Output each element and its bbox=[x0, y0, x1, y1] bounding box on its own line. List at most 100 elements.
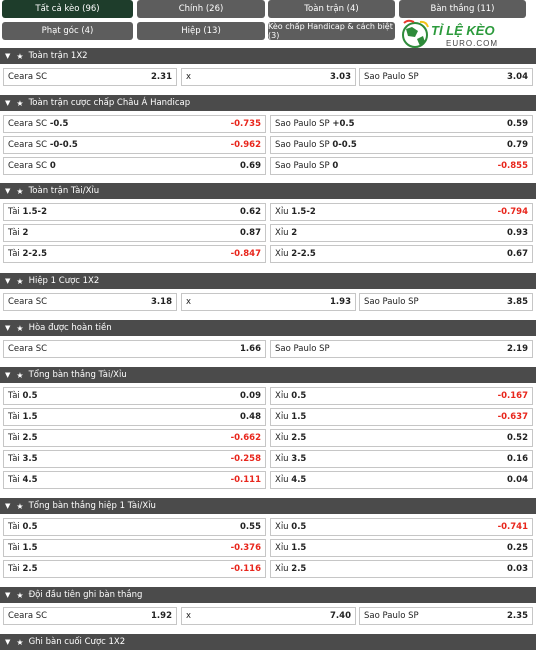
section-header[interactable]: ▼ ★ Toàn trận Tài/Xỉu bbox=[0, 183, 536, 199]
star-icon[interactable]: ★ bbox=[16, 98, 24, 108]
odds-value: 0.16 bbox=[507, 454, 528, 464]
odds-value: 1.66 bbox=[240, 344, 261, 354]
odds-line: 0.5 bbox=[291, 522, 307, 532]
tab-goals[interactable]: Bàn thắng (11) bbox=[399, 0, 526, 18]
odds-line: 2.5 bbox=[22, 564, 38, 574]
odds-cell[interactable]: Xỉu 0.5 -0.167 bbox=[270, 387, 533, 405]
collapse-arrow-icon[interactable]: ▼ bbox=[5, 324, 11, 332]
odds-label: Ceara SC -0.5 bbox=[8, 119, 69, 129]
section-title: Tổng bàn thắng hiệp 1 Tài/Xỉu bbox=[28, 501, 156, 511]
odds-cell[interactable]: Xỉu 1.5 0.25 bbox=[270, 539, 533, 557]
section-header[interactable]: ▼ ★ Toàn trận 1X2 bbox=[0, 48, 536, 64]
section-header[interactable]: ▼ ★ Ghi bàn cuối Cược 1X2 bbox=[0, 634, 536, 650]
section-header[interactable]: ▼ ★ Toàn trận cược chấp Châu Á Handicap bbox=[0, 95, 536, 111]
odds-value: -0.111 bbox=[230, 475, 261, 485]
odds-label: Tài 2 bbox=[8, 228, 29, 238]
odds-cell[interactable]: x 3.03 bbox=[181, 68, 356, 86]
star-icon[interactable]: ★ bbox=[16, 501, 24, 511]
odds-value: 0.67 bbox=[507, 249, 528, 259]
collapse-arrow-icon[interactable]: ▼ bbox=[5, 502, 11, 510]
odds-value: 0.04 bbox=[507, 475, 528, 485]
star-icon[interactable]: ★ bbox=[16, 323, 24, 333]
odds-cell[interactable]: Tài 3.5 -0.258 bbox=[3, 450, 266, 468]
odds-value: -0.637 bbox=[497, 412, 528, 422]
tab-corners[interactable]: Phạt góc (4) bbox=[2, 22, 133, 40]
collapse-arrow-icon[interactable]: ▼ bbox=[5, 371, 11, 379]
odds-line: 1.5-2 bbox=[291, 207, 316, 217]
odds-line: 2 bbox=[291, 228, 298, 238]
star-icon[interactable]: ★ bbox=[16, 51, 24, 61]
odds-cell[interactable]: Tài 2.5 -0.662 bbox=[3, 429, 266, 447]
odds-cell[interactable]: Sao Paulo SP 0-0.5 0.79 bbox=[270, 136, 533, 154]
odds-line: 0 bbox=[49, 161, 56, 171]
odds-cell[interactable]: Sao Paulo SP 2.35 bbox=[359, 607, 533, 625]
odds-cell[interactable]: Tài 2.5 -0.116 bbox=[3, 560, 266, 578]
odds-label: Xỉu 1.5 bbox=[275, 412, 307, 422]
odds-cell[interactable]: Tài 0.5 0.55 bbox=[3, 518, 266, 536]
collapse-arrow-icon[interactable]: ▼ bbox=[5, 99, 11, 107]
odds-cell[interactable]: Ceara SC -0.5 -0.735 bbox=[3, 115, 266, 133]
odds-cell[interactable]: Tài 2 0.87 bbox=[3, 224, 266, 242]
star-icon[interactable]: ★ bbox=[16, 186, 24, 196]
odds-value: 0.62 bbox=[240, 207, 261, 217]
odds-cell[interactable]: Tài 2-2.5 -0.847 bbox=[3, 245, 266, 263]
odds-cell[interactable]: Xỉu 1.5 -0.637 bbox=[270, 408, 533, 426]
collapse-arrow-icon[interactable]: ▼ bbox=[5, 52, 11, 60]
odds-cell[interactable]: Sao Paulo SP 2.19 bbox=[270, 340, 533, 358]
odds-cell[interactable]: Ceara SC 3.18 bbox=[3, 293, 177, 311]
odds-cell[interactable]: Xỉu 2-2.5 0.67 bbox=[270, 245, 533, 263]
odds-line: 0 bbox=[332, 161, 339, 171]
odds-cell[interactable]: Tài 0.5 0.09 bbox=[3, 387, 266, 405]
tab-full-match[interactable]: Toàn trận (4) bbox=[268, 0, 395, 18]
collapse-arrow-icon[interactable]: ▼ bbox=[5, 277, 11, 285]
tab-all-markets[interactable]: Tất cả kèo (96) bbox=[2, 0, 133, 18]
odds-cell[interactable]: Sao Paulo SP 3.85 bbox=[359, 293, 533, 311]
section-title: Hiệp 1 Cược 1X2 bbox=[28, 276, 100, 286]
odds-cell[interactable]: Xỉu 3.5 0.16 bbox=[270, 450, 533, 468]
odds-cell[interactable]: Ceara SC 0 0.69 bbox=[3, 157, 266, 175]
odds-label: Xỉu 4.5 bbox=[275, 475, 307, 485]
star-icon[interactable]: ★ bbox=[16, 276, 24, 286]
odds-cell[interactable]: Tài 4.5 -0.111 bbox=[3, 471, 266, 489]
odds-cell[interactable]: Tài 1.5 0.48 bbox=[3, 408, 266, 426]
odds-line: 1.5 bbox=[291, 412, 307, 422]
odds-cell[interactable]: Xỉu 2.5 0.52 bbox=[270, 429, 533, 447]
odds-cell[interactable]: Ceara SC 1.92 bbox=[3, 607, 177, 625]
section-header[interactable]: ▼ ★ Hiệp 1 Cược 1X2 bbox=[0, 273, 536, 289]
section-header[interactable]: ▼ ★ Đội đầu tiên ghi bàn thắng bbox=[0, 587, 536, 603]
site-logo[interactable]: TỈ LỆ KÈO EURO.COM bbox=[398, 19, 526, 52]
tab-handicap[interactable]: Kèo chấp Handicap & cách biệt (3) bbox=[268, 22, 395, 40]
odds-cell[interactable]: x 1.93 bbox=[181, 293, 356, 311]
odds-cell[interactable]: Xỉu 4.5 0.04 bbox=[270, 471, 533, 489]
star-icon[interactable]: ★ bbox=[16, 370, 24, 380]
odds-value: 2.19 bbox=[507, 344, 528, 354]
odds-cell[interactable]: Sao Paulo SP +0.5 0.59 bbox=[270, 115, 533, 133]
section-header[interactable]: ▼ ★ Hòa được hoàn tiền bbox=[0, 320, 536, 336]
odds-cell[interactable]: Xỉu 0.5 -0.741 bbox=[270, 518, 533, 536]
odds-label: Tài 2.5 bbox=[8, 433, 38, 443]
tab-half[interactable]: Hiệp (13) bbox=[137, 22, 265, 40]
odds-cell[interactable]: Xỉu 2.5 0.03 bbox=[270, 560, 533, 578]
odds-cell[interactable]: Sao Paulo SP 3.04 bbox=[359, 68, 533, 86]
star-icon[interactable]: ★ bbox=[16, 637, 24, 647]
odds-value: 1.92 bbox=[151, 611, 172, 621]
odds-cell[interactable]: Sao Paulo SP 0 -0.855 bbox=[270, 157, 533, 175]
section-header[interactable]: ▼ ★ Tổng bàn thắng Tài/Xỉu bbox=[0, 367, 536, 383]
odds-cell[interactable]: Tài 1.5-2 0.62 bbox=[3, 203, 266, 221]
odds-label: Tài 4.5 bbox=[8, 475, 38, 485]
odds-cell[interactable]: x 7.40 bbox=[181, 607, 356, 625]
odds-cell[interactable]: Ceara SC -0-0.5 -0.962 bbox=[3, 136, 266, 154]
collapse-arrow-icon[interactable]: ▼ bbox=[5, 591, 11, 599]
tab-main[interactable]: Chính (26) bbox=[137, 0, 265, 18]
odds-cell[interactable]: Ceara SC 2.31 bbox=[3, 68, 177, 86]
star-icon[interactable]: ★ bbox=[16, 590, 24, 600]
odds-label: Ceara SC bbox=[8, 72, 48, 82]
odds-cell[interactable]: Xỉu 1.5-2 -0.794 bbox=[270, 203, 533, 221]
odds-cell[interactable]: Tài 1.5 -0.376 bbox=[3, 539, 266, 557]
collapse-arrow-icon[interactable]: ▼ bbox=[5, 187, 11, 195]
collapse-arrow-icon[interactable]: ▼ bbox=[5, 638, 11, 646]
section-header[interactable]: ▼ ★ Tổng bàn thắng hiệp 1 Tài/Xỉu bbox=[0, 498, 536, 514]
odds-cell[interactable]: Xỉu 2 0.93 bbox=[270, 224, 533, 242]
odds-cell[interactable]: Ceara SC 1.66 bbox=[3, 340, 266, 358]
section-title: Toàn trận Tài/Xỉu bbox=[28, 186, 100, 196]
